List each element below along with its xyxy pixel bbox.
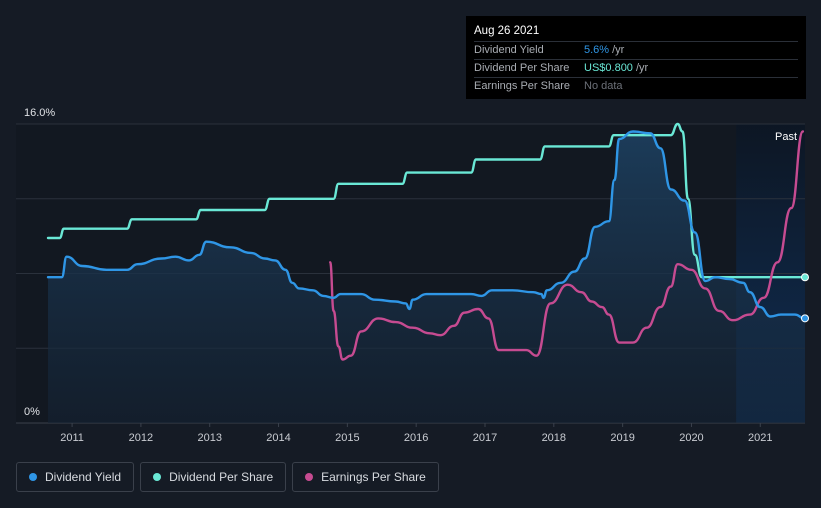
tooltip-value: US$0.800 (584, 62, 633, 74)
legend-label: Dividend Per Share (169, 470, 274, 484)
legend-earnings-per-share[interactable]: Earnings Per Share (292, 462, 439, 492)
legend-dividend-per-share[interactable]: Dividend Per Share (140, 462, 287, 492)
series-end-marker-dps (801, 273, 809, 282)
y-max-label: 16.0% (24, 107, 55, 119)
y-min-label: 0% (24, 406, 40, 418)
legend-label: Earnings Per Share (321, 470, 426, 484)
x-tick-label: 2014 (266, 432, 290, 444)
tooltip-row-dividend-per-share: Dividend Per Share US$0.800/yr (474, 59, 798, 77)
series-line-dividend-per-share (46, 122, 807, 279)
x-tick-label: 2012 (129, 432, 153, 444)
x-tick-label: 2021 (748, 432, 772, 444)
series-line-dividend-yield (46, 130, 807, 320)
dividend-yield-area (48, 131, 805, 423)
legend-dot-icon (29, 473, 37, 481)
tooltip-row-earnings-per-share: Earnings Per Share No data (474, 77, 798, 95)
x-tick-label: 2015 (335, 432, 359, 444)
x-tick-label: 2017 (473, 432, 497, 444)
tooltip-label: Dividend Per Share (474, 62, 570, 74)
legend-dot-icon (153, 473, 162, 481)
past-label: Past (775, 131, 797, 143)
tooltip-value: No data (584, 80, 623, 92)
legend-dot-icon (305, 473, 314, 481)
x-tick-label: 2011 (60, 432, 84, 444)
legend-label: Dividend Yield (45, 470, 122, 484)
legend-dividend-yield[interactable]: Dividend Yield (16, 462, 135, 492)
series-line-earnings-per-share (329, 130, 805, 361)
tooltip-label: Earnings Per Share (474, 80, 570, 92)
x-tick-label: 2016 (404, 432, 428, 444)
tooltip-unit: /yr (635, 62, 649, 74)
hover-tooltip: Aug 26 2021 Dividend Yield 5.6%/yr Divid… (466, 16, 806, 99)
tooltip-value: 5.6% (584, 44, 610, 56)
x-tick-label: 2020 (679, 432, 703, 444)
x-tick-label: 2019 (610, 432, 634, 444)
x-tick-label: 2013 (197, 432, 221, 444)
tooltip-row-dividend-yield: Dividend Yield 5.6%/yr (474, 41, 798, 59)
tooltip-date: Aug 26 2021 (474, 25, 540, 37)
x-tick-label: 2018 (542, 432, 566, 444)
series-end-marker-yield (801, 314, 809, 323)
tooltip-unit: /yr (612, 44, 625, 56)
tooltip-label: Dividend Yield (474, 44, 544, 56)
chart-legend: Dividend Yield Dividend Per Share Earnin… (16, 462, 439, 492)
